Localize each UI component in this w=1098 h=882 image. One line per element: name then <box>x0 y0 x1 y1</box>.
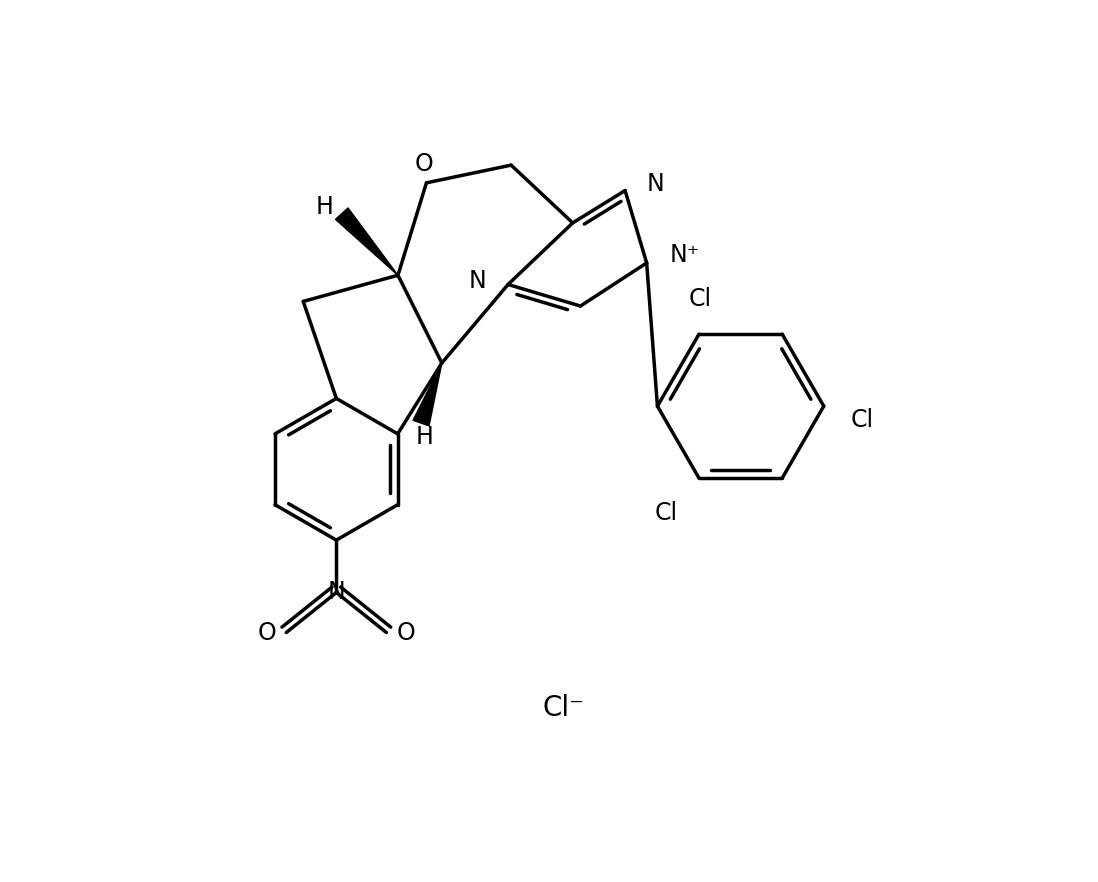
Text: N: N <box>469 269 486 293</box>
Text: O: O <box>258 621 277 645</box>
Polygon shape <box>413 363 441 426</box>
Text: Cl: Cl <box>688 287 713 311</box>
Text: H: H <box>416 425 434 449</box>
Text: N: N <box>327 580 345 604</box>
Text: N: N <box>647 172 664 197</box>
Text: Cl⁻: Cl⁻ <box>542 694 584 722</box>
Text: O: O <box>396 621 415 645</box>
Polygon shape <box>336 208 397 275</box>
Text: H: H <box>316 196 334 220</box>
Text: O: O <box>415 152 434 176</box>
Text: Cl: Cl <box>851 408 874 432</box>
Text: Cl: Cl <box>654 501 677 526</box>
Text: N⁺: N⁺ <box>670 243 701 267</box>
